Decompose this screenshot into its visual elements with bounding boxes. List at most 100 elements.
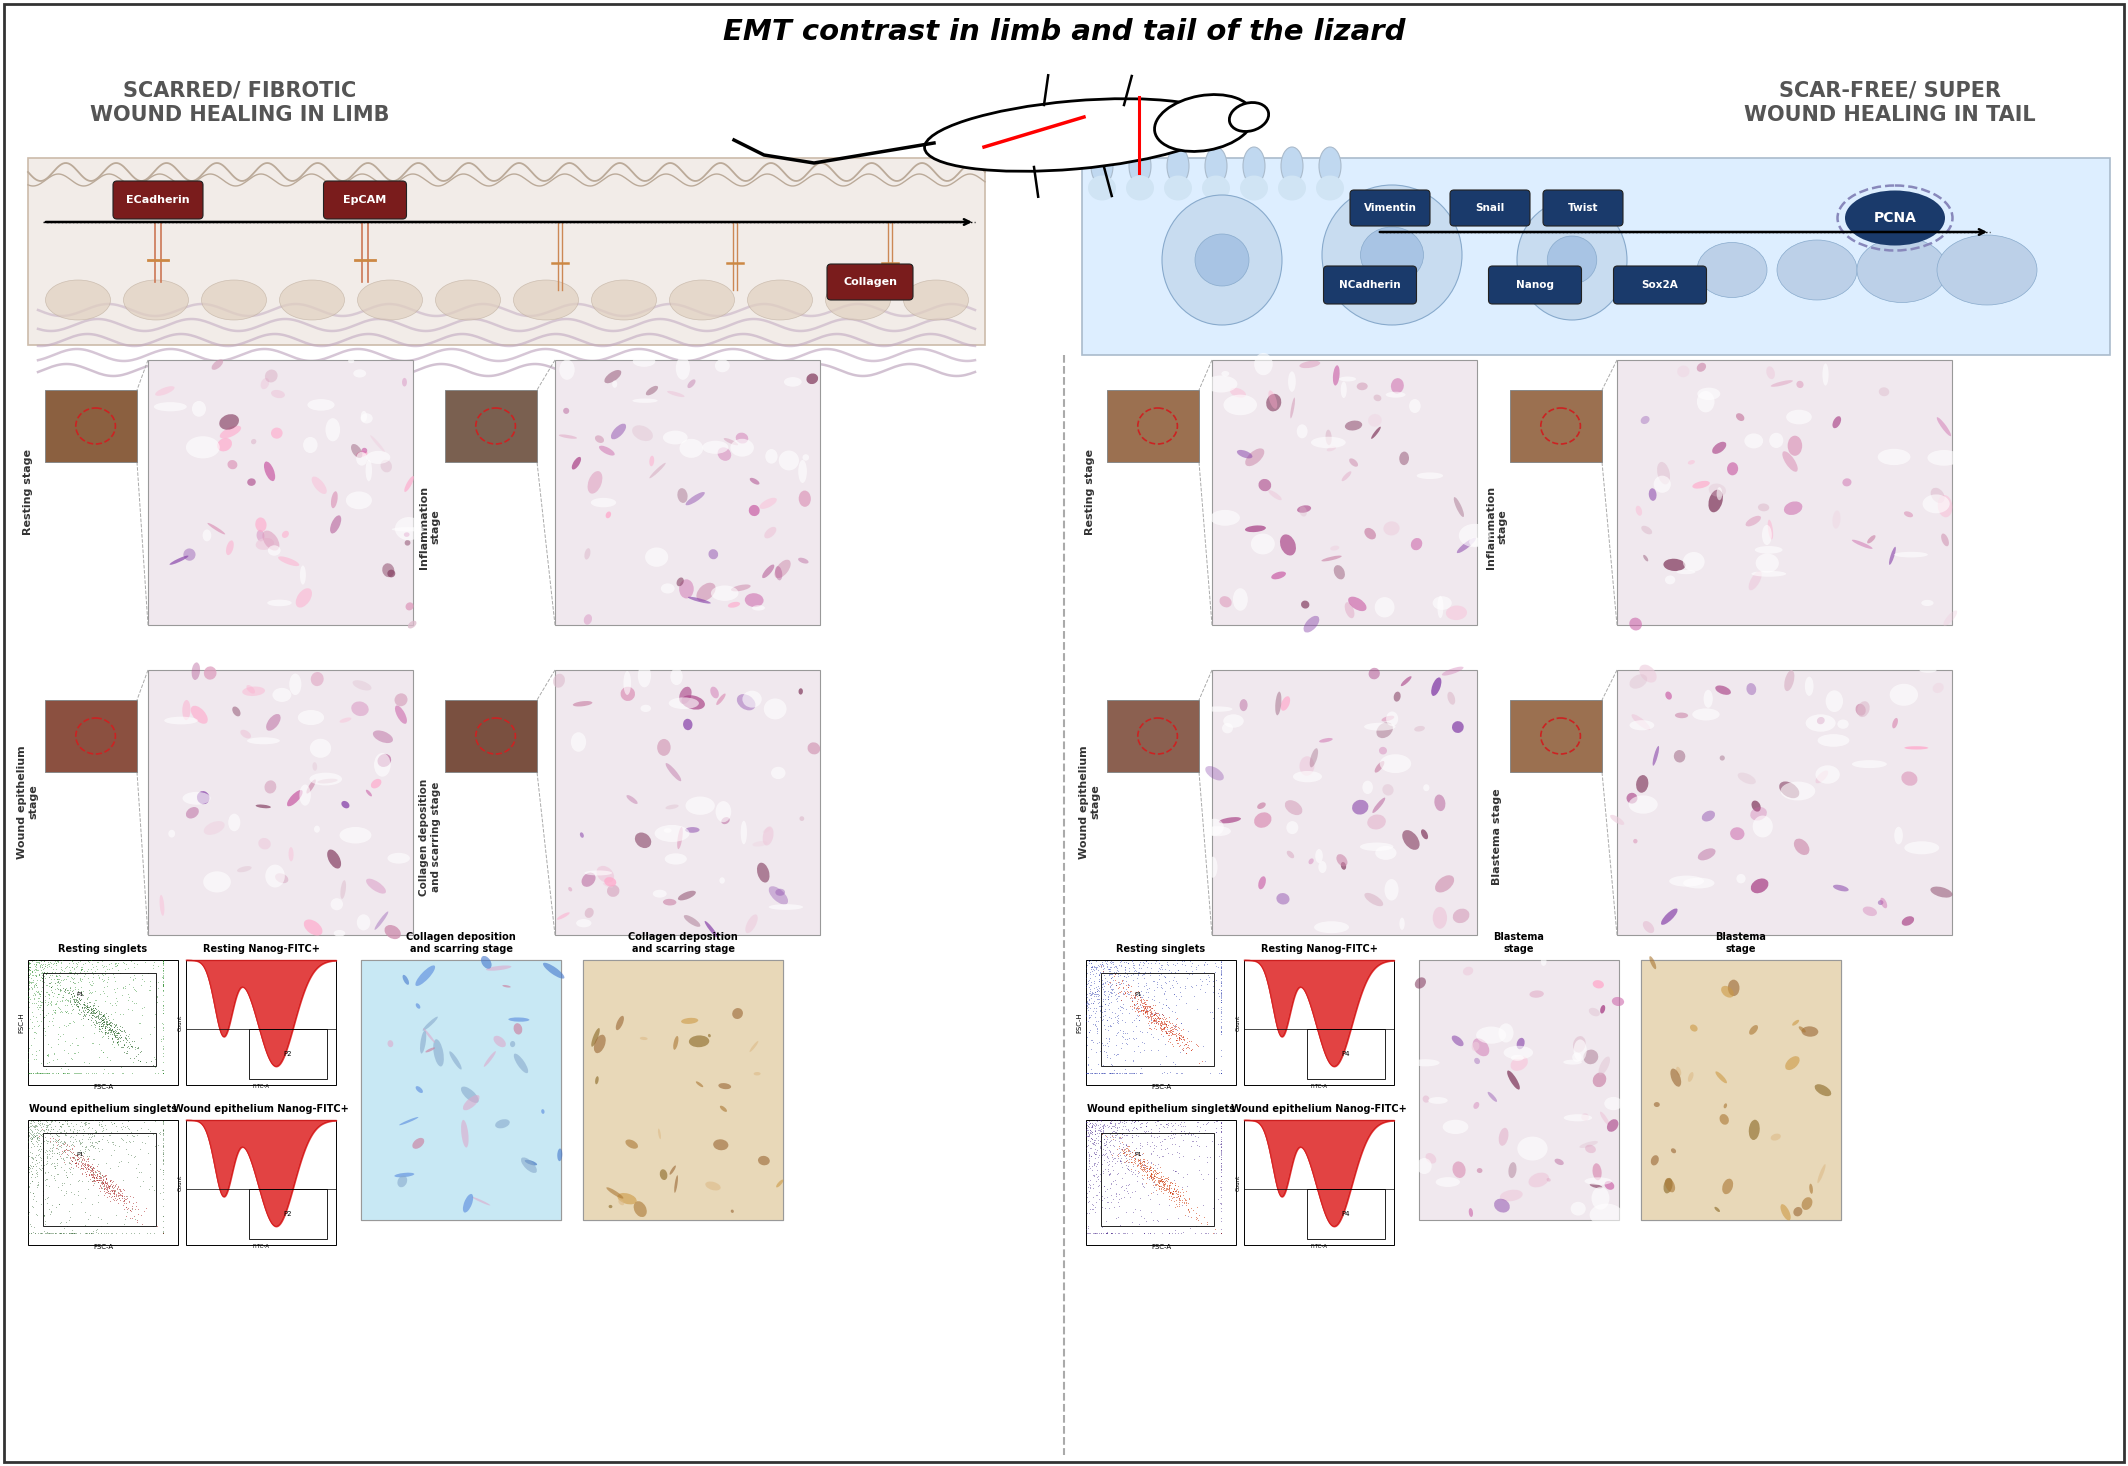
Point: [98, 1180, 132, 1204]
Point: [87, 1177, 121, 1201]
Point: [70, 1146, 104, 1170]
Ellipse shape: [760, 498, 777, 509]
Point: [1083, 1174, 1117, 1198]
Point: [17, 1061, 51, 1085]
Point: [1096, 1143, 1130, 1167]
Point: [147, 1041, 181, 1064]
Point: [57, 992, 92, 1016]
Point: [1130, 1114, 1164, 1138]
Point: [40, 982, 74, 1006]
Point: [1092, 959, 1126, 982]
Point: [1100, 1009, 1134, 1032]
Point: [1111, 1148, 1145, 1171]
Point: [36, 1000, 70, 1023]
Point: [1168, 954, 1202, 978]
Ellipse shape: [1626, 793, 1636, 803]
Point: [1092, 973, 1126, 997]
Point: [1138, 1003, 1173, 1026]
Point: [74, 1152, 109, 1176]
Point: [92, 1014, 126, 1038]
Ellipse shape: [596, 1076, 598, 1085]
Point: [64, 1163, 98, 1186]
Point: [83, 1179, 117, 1202]
Point: [100, 1177, 134, 1201]
Ellipse shape: [481, 956, 492, 969]
Point: [140, 1061, 174, 1085]
Point: [94, 1180, 128, 1204]
Point: [83, 1160, 117, 1183]
Point: [1094, 1061, 1128, 1085]
Point: [126, 1130, 160, 1154]
Point: [1104, 969, 1138, 992]
Point: [1077, 1061, 1111, 1085]
Point: [1102, 972, 1136, 995]
Point: [53, 1124, 87, 1148]
Point: [13, 1061, 47, 1085]
Point: [19, 956, 53, 979]
Point: [30, 973, 64, 997]
Point: [145, 1029, 179, 1053]
Point: [15, 960, 49, 984]
Point: [1077, 997, 1111, 1020]
Point: [145, 966, 179, 990]
Ellipse shape: [1670, 1148, 1677, 1154]
Ellipse shape: [672, 1036, 679, 1050]
Point: [119, 1165, 153, 1189]
Point: [94, 1020, 128, 1044]
Point: [40, 950, 74, 973]
Point: [68, 1003, 102, 1026]
Point: [1145, 1061, 1179, 1085]
Point: [104, 1127, 138, 1151]
Point: [1079, 950, 1113, 973]
Point: [77, 956, 111, 979]
Point: [1141, 1168, 1175, 1192]
Point: [1115, 1141, 1149, 1164]
Ellipse shape: [596, 866, 615, 883]
Point: [13, 1120, 47, 1143]
Point: [55, 1142, 89, 1165]
Point: [1149, 1177, 1183, 1201]
Point: [1083, 1145, 1117, 1168]
Ellipse shape: [1432, 597, 1451, 610]
Point: [43, 1143, 77, 1167]
Point: [81, 1217, 115, 1240]
Point: [1077, 1221, 1111, 1245]
Point: [36, 1167, 70, 1190]
Point: [34, 1120, 68, 1143]
Point: [1164, 1012, 1198, 1035]
Ellipse shape: [1224, 394, 1258, 415]
Point: [1130, 998, 1164, 1022]
Point: [36, 957, 70, 981]
Point: [1134, 1141, 1168, 1164]
Point: [1070, 1176, 1104, 1199]
Point: [1204, 1221, 1238, 1245]
Point: [23, 1061, 57, 1085]
Point: [138, 1056, 172, 1079]
Point: [36, 953, 70, 976]
Ellipse shape: [1641, 416, 1649, 424]
Point: [49, 1130, 83, 1154]
Point: [1204, 1138, 1238, 1161]
Point: [1068, 973, 1102, 997]
Point: [113, 1198, 147, 1221]
Point: [92, 1019, 126, 1042]
Point: [104, 1019, 138, 1042]
Point: [1202, 1176, 1236, 1199]
Text: ECadherin: ECadherin: [126, 195, 189, 205]
Point: [72, 1139, 106, 1163]
Point: [100, 1187, 134, 1211]
Point: [1204, 1177, 1238, 1201]
Point: [1136, 1139, 1170, 1163]
Point: [89, 1185, 123, 1208]
Point: [1085, 1034, 1119, 1057]
Point: [66, 1146, 100, 1170]
Point: [62, 1130, 96, 1154]
Point: [38, 965, 72, 988]
Point: [19, 1123, 53, 1146]
Point: [1158, 1186, 1192, 1209]
Point: [1090, 954, 1124, 978]
Point: [1143, 1174, 1177, 1198]
Point: [1151, 1165, 1185, 1189]
Point: [53, 951, 87, 975]
Point: [28, 956, 62, 979]
